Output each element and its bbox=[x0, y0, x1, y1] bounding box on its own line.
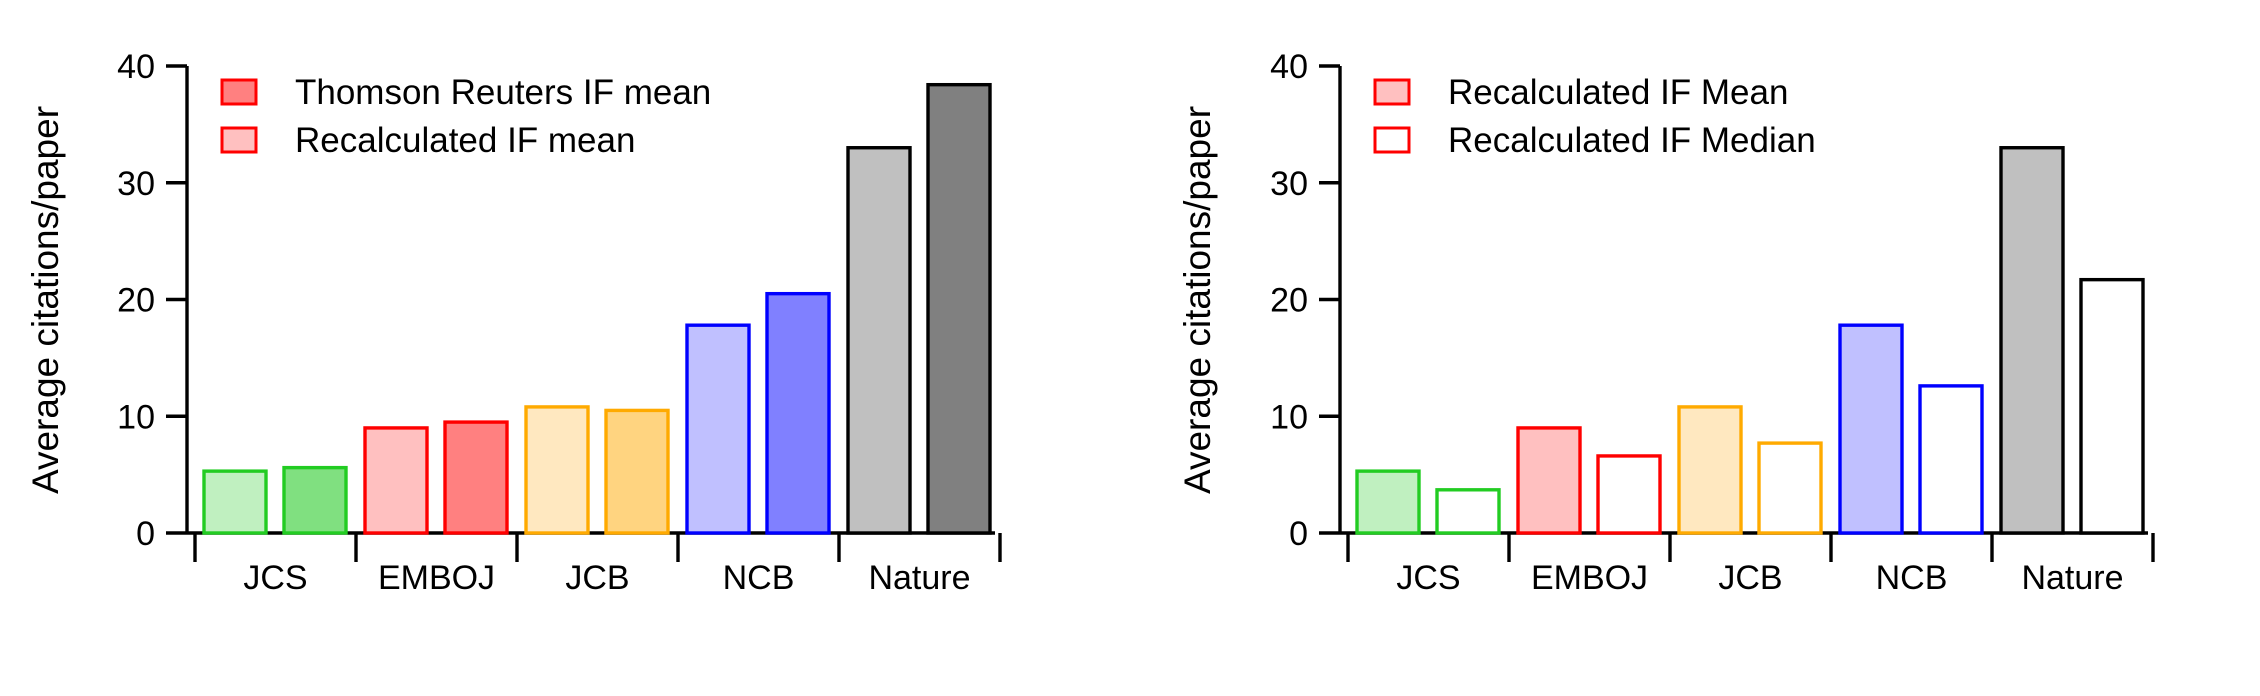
left-y-tick-label-20: 20 bbox=[117, 282, 155, 320]
right-y-axis-title: Average citations/paper bbox=[1177, 106, 1218, 494]
right-bars bbox=[1355, 146, 2145, 535]
right-bar-ncb-recalculated-if-median bbox=[1918, 384, 1984, 535]
right-legend-label-recalculated-if-mean: Recalculated IF Mean bbox=[1448, 73, 1788, 112]
left-bar-jcs-recalculated-if-mean bbox=[282, 465, 348, 535]
left-y-ticks: 0 10 20 30 40 bbox=[117, 48, 187, 553]
left-x-tick-label-emboj: EMBOJ bbox=[378, 559, 495, 597]
left-x-tick-label-jcb: JCB bbox=[565, 559, 629, 597]
left-bar-nature-recalculated-if-mean bbox=[926, 82, 992, 535]
right-bar-jcb-recalculated-if-median bbox=[1757, 441, 1823, 535]
right-legend: Recalculated IF Mean Recalculated IF Med… bbox=[1373, 73, 1816, 160]
right-x-tick-label-emboj: EMBOJ bbox=[1531, 559, 1648, 597]
right-x-tick-label-nature: Nature bbox=[2021, 559, 2123, 597]
right-legend-label-recalculated-if-median: Recalculated IF Median bbox=[1448, 121, 1816, 160]
right-legend-swatch-recalculated-if-median bbox=[1373, 126, 1411, 154]
right-bar-emboj-recalculated-if-median bbox=[1596, 454, 1662, 535]
right-chart: Average citations/paper 0 10 20 30 40 JCS EMB… bbox=[1177, 48, 2155, 597]
right-y-tick-label-30: 30 bbox=[1270, 165, 1308, 203]
right-bar-nature-recalculated-if-mean bbox=[1999, 146, 2065, 535]
right-y-tick-label-40: 40 bbox=[1270, 48, 1308, 86]
left-bar-nature-thomson-reuters-if-mean bbox=[846, 146, 912, 535]
right-y-ticks: 0 10 20 30 40 bbox=[1270, 48, 1340, 553]
left-legend: Thomson Reuters IF mean Recalculated IF … bbox=[220, 73, 711, 160]
right-x-tick-label-ncb: NCB bbox=[1876, 559, 1948, 597]
left-bar-jcb-recalculated-if-mean bbox=[604, 408, 670, 535]
left-bar-ncb-thomson-reuters-if-mean bbox=[685, 323, 751, 535]
right-bar-ncb-recalculated-if-mean bbox=[1838, 323, 1904, 535]
right-bar-jcs-recalculated-if-median bbox=[1435, 488, 1501, 535]
left-x-tick-label-nature: Nature bbox=[868, 559, 970, 597]
right-x-tick-label-jcs: JCS bbox=[1396, 559, 1460, 597]
left-bar-jcs-thomson-reuters-if-mean bbox=[202, 469, 268, 535]
left-x-tick-label-ncb: NCB bbox=[723, 559, 795, 597]
right-y-tick-label-0: 0 bbox=[1289, 515, 1308, 553]
left-bar-jcb-thomson-reuters-if-mean bbox=[524, 405, 590, 535]
left-chart: Average citations/paper 0 10 20 30 40 JCS EMB… bbox=[25, 48, 1002, 597]
left-legend-swatch-thomson-reuters-if-mean bbox=[220, 78, 258, 106]
right-category-labels: JCS EMBOJ JCB NCB Nature bbox=[1396, 559, 2123, 597]
right-bar-nature-recalculated-if-median bbox=[2079, 277, 2145, 535]
left-y-axis-title: Average citations/paper bbox=[25, 106, 66, 494]
left-bars bbox=[202, 82, 992, 535]
left-y-tick-label-0: 0 bbox=[136, 515, 155, 553]
left-legend-swatch-recalculated-if-mean bbox=[220, 126, 258, 154]
right-y-tick-label-10: 10 bbox=[1270, 398, 1308, 436]
right-x-ticks bbox=[1346, 533, 2155, 562]
right-legend-swatch-recalculated-if-mean bbox=[1373, 78, 1411, 106]
right-x-tick-label-jcb: JCB bbox=[1718, 559, 1782, 597]
right-bar-emboj-recalculated-if-mean bbox=[1516, 426, 1582, 535]
left-legend-label-recalculated-if-mean: Recalculated IF mean bbox=[295, 121, 635, 160]
right-bar-jcb-recalculated-if-mean bbox=[1677, 405, 1743, 535]
left-bar-emboj-recalculated-if-mean bbox=[443, 420, 509, 535]
left-y-tick-label-30: 30 bbox=[117, 165, 155, 203]
left-y-tick-label-10: 10 bbox=[117, 398, 155, 436]
right-bar-jcs-recalculated-if-mean bbox=[1355, 469, 1421, 535]
left-bar-emboj-thomson-reuters-if-mean bbox=[363, 426, 429, 535]
right-y-tick-label-20: 20 bbox=[1270, 282, 1308, 320]
left-category-labels: JCS EMBOJ JCB NCB Nature bbox=[243, 559, 970, 597]
left-legend-label-thomson-reuters-if-mean: Thomson Reuters IF mean bbox=[295, 73, 711, 112]
left-x-ticks bbox=[193, 533, 1002, 562]
left-x-tick-label-jcs: JCS bbox=[243, 559, 307, 597]
left-y-tick-label-40: 40 bbox=[117, 48, 155, 86]
left-bar-ncb-recalculated-if-mean bbox=[765, 291, 831, 535]
